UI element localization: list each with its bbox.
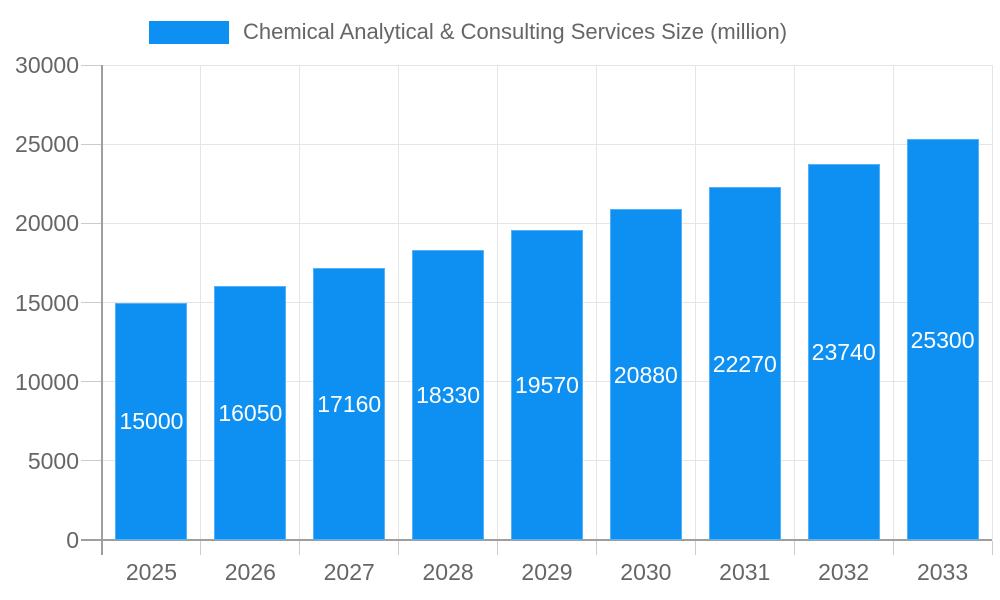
y-axis-tick bbox=[81, 460, 102, 462]
y-axis-tick-label: 15000 bbox=[15, 289, 79, 316]
x-gridline bbox=[694, 65, 696, 540]
x-axis-tick-label: 2025 bbox=[125, 559, 178, 585]
bar-value-label: 25300 bbox=[910, 326, 975, 353]
bar-2031[interactable] bbox=[708, 187, 781, 540]
bar-2026[interactable] bbox=[214, 285, 287, 540]
bar-2030[interactable] bbox=[609, 209, 682, 540]
bar-value-label: 16050 bbox=[218, 399, 283, 426]
bar-2029[interactable] bbox=[511, 230, 583, 540]
bar-2033[interactable] bbox=[906, 139, 979, 540]
x-axis-tick-label: 2032 bbox=[818, 559, 870, 585]
y-axis-tick-label: 25000 bbox=[15, 131, 79, 158]
x-gridline bbox=[398, 65, 400, 540]
legend-swatch bbox=[149, 20, 229, 44]
x-axis-tick-label: 2027 bbox=[323, 559, 375, 585]
y-axis-tick bbox=[81, 64, 102, 66]
x-axis-tick bbox=[595, 541, 597, 555]
bar-value-label: 22270 bbox=[712, 350, 777, 377]
chart-legend[interactable]: Chemical Analytical & Consulting Service… bbox=[149, 19, 787, 45]
x-gridline bbox=[299, 65, 301, 540]
x-axis-tick bbox=[299, 541, 301, 555]
x-axis-tick-label: 2031 bbox=[719, 559, 771, 585]
bar-value-label: 23740 bbox=[811, 339, 876, 366]
x-axis-tick bbox=[200, 541, 202, 555]
x-axis-tick-label: 2028 bbox=[422, 559, 474, 585]
x-axis-tick bbox=[497, 541, 499, 555]
x-axis-tick bbox=[793, 541, 795, 555]
y-gridline bbox=[102, 143, 992, 145]
x-gridline bbox=[793, 65, 795, 540]
bar-value-label: 18330 bbox=[416, 381, 481, 408]
x-gridline bbox=[497, 65, 499, 540]
x-axis-tick-label: 2030 bbox=[620, 559, 672, 585]
y-axis-tick bbox=[81, 381, 102, 383]
x-axis-tick-label: 2029 bbox=[521, 559, 573, 585]
y-axis-tick-label: 30000 bbox=[15, 52, 79, 78]
bar-value-label: 20880 bbox=[613, 361, 678, 388]
y-axis-tick-label: 20000 bbox=[15, 210, 79, 237]
y-axis-tick bbox=[81, 143, 102, 145]
x-axis-tick bbox=[694, 541, 696, 555]
bar-2028[interactable] bbox=[412, 249, 485, 540]
y-axis-tick bbox=[81, 222, 102, 224]
bar-value-label: 17160 bbox=[317, 391, 382, 418]
y-axis-tick-label: 10000 bbox=[15, 368, 79, 395]
x-gridline bbox=[892, 65, 894, 540]
x-axis-line bbox=[81, 539, 992, 541]
bar-2025[interactable] bbox=[115, 302, 188, 540]
bar-2032[interactable] bbox=[807, 164, 880, 540]
y-gridline bbox=[102, 222, 992, 224]
x-axis-tick bbox=[991, 541, 993, 555]
x-axis-tick bbox=[398, 541, 400, 555]
x-axis-tick bbox=[892, 541, 894, 555]
y-gridline bbox=[102, 64, 992, 66]
bar-value-label: 15000 bbox=[119, 408, 184, 435]
bar-value-label: 19570 bbox=[515, 372, 579, 399]
y-axis-line bbox=[101, 65, 103, 555]
y-axis-tick-label: 0 bbox=[66, 527, 79, 553]
chart-title: Chemical Analytical & Consulting Service… bbox=[243, 19, 788, 44]
y-axis-tick-label: 5000 bbox=[27, 447, 79, 474]
x-gridline bbox=[200, 65, 202, 540]
x-axis-tick-label: 2026 bbox=[224, 559, 276, 585]
y-axis-tick bbox=[81, 302, 102, 303]
x-gridline bbox=[991, 65, 993, 540]
bar-2027[interactable] bbox=[313, 268, 386, 540]
x-gridline bbox=[595, 65, 597, 540]
x-axis-tick-label: 2033 bbox=[916, 559, 969, 585]
